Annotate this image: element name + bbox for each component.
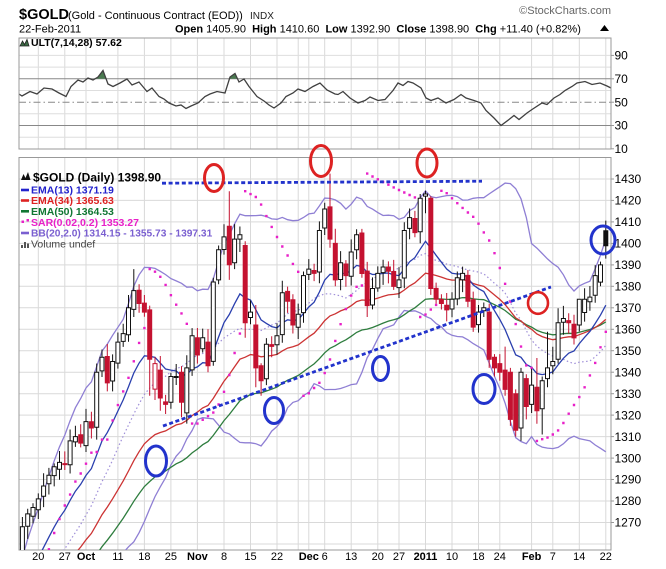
svg-text:1360: 1360 — [615, 323, 642, 337]
svg-text:INDX: INDX — [250, 11, 274, 22]
svg-text:Volume undef: Volume undef — [31, 239, 95, 251]
svg-text:20: 20 — [32, 551, 44, 563]
svg-text:14: 14 — [573, 551, 585, 563]
svg-text:1390: 1390 — [615, 258, 642, 272]
svg-text:1400: 1400 — [615, 237, 642, 251]
svg-text:50: 50 — [615, 95, 629, 109]
svg-text:1340: 1340 — [615, 365, 642, 379]
svg-text:1380: 1380 — [615, 280, 642, 294]
svg-text:Nov: Nov — [187, 551, 209, 563]
svg-text:1370: 1370 — [615, 301, 642, 315]
svg-text:ULT(7,14,28) 57.62: ULT(7,14,28) 57.62 — [31, 37, 122, 49]
svg-text:BB(20,2.0) 1314.15 - 1355.73 -: BB(20,2.0) 1314.15 - 1355.73 - 1397.31 — [31, 229, 213, 240]
svg-text:1350: 1350 — [615, 344, 642, 358]
svg-text:25: 25 — [165, 551, 177, 563]
svg-text:20: 20 — [372, 551, 384, 563]
svg-text:1330: 1330 — [615, 387, 642, 401]
svg-text:24: 24 — [494, 551, 506, 563]
svg-text:10: 10 — [446, 551, 458, 563]
svg-text:1430: 1430 — [615, 172, 642, 186]
svg-text:$GOLD (Daily) 1398.90: $GOLD (Daily) 1398.90 — [33, 171, 161, 185]
svg-text:Dec: Dec — [299, 551, 319, 563]
svg-text:2011: 2011 — [414, 551, 438, 563]
svg-text:$GOLD: $GOLD — [19, 7, 69, 23]
svg-text:(Gold - Continuous Contract (E: (Gold - Continuous Contract (EOD)) — [68, 10, 243, 22]
svg-text:22-Feb-2011: 22-Feb-2011 — [19, 24, 81, 36]
svg-text:22: 22 — [271, 551, 283, 563]
svg-text:Open 1405.90 High 1410.60 Lo: Open 1405.90 High 1410.60 Low 1392.90 Cl… — [175, 24, 581, 36]
svg-text:EMA(13) 1371.19: EMA(13) 1371.19 — [31, 185, 114, 197]
svg-text:27: 27 — [59, 551, 71, 563]
svg-text:13: 13 — [345, 551, 357, 563]
svg-text:1280: 1280 — [615, 494, 642, 508]
svg-text:SAR(0.02,0.2) 1353.27: SAR(0.02,0.2) 1353.27 — [31, 217, 139, 229]
svg-text:1290: 1290 — [615, 473, 642, 487]
svg-text:1420: 1420 — [615, 194, 642, 208]
svg-text:18: 18 — [472, 551, 484, 563]
svg-text:6: 6 — [322, 551, 328, 563]
svg-text:8: 8 — [221, 551, 227, 563]
svg-text:11: 11 — [112, 551, 123, 563]
svg-text:©StockCharts.com: ©StockCharts.com — [519, 5, 611, 17]
svg-text:Oct: Oct — [77, 551, 96, 563]
svg-text:22: 22 — [600, 551, 612, 563]
svg-text:1310: 1310 — [615, 430, 642, 444]
svg-text:1300: 1300 — [615, 451, 642, 465]
svg-text:27: 27 — [393, 551, 405, 563]
svg-text:EMA(50) 1364.53: EMA(50) 1364.53 — [31, 206, 114, 218]
svg-text:90: 90 — [615, 49, 629, 63]
svg-text:30: 30 — [615, 119, 629, 133]
svg-text:15: 15 — [244, 551, 256, 563]
svg-text:1270: 1270 — [615, 516, 642, 530]
svg-text:10: 10 — [615, 142, 629, 156]
svg-text:7: 7 — [550, 551, 556, 563]
svg-text:18: 18 — [138, 551, 150, 563]
svg-text:70: 70 — [615, 72, 629, 86]
svg-text:1320: 1320 — [615, 408, 642, 422]
svg-text:1410: 1410 — [615, 215, 642, 229]
svg-text:Feb: Feb — [522, 551, 542, 563]
svg-text:EMA(34) 1365.63: EMA(34) 1365.63 — [31, 195, 114, 207]
